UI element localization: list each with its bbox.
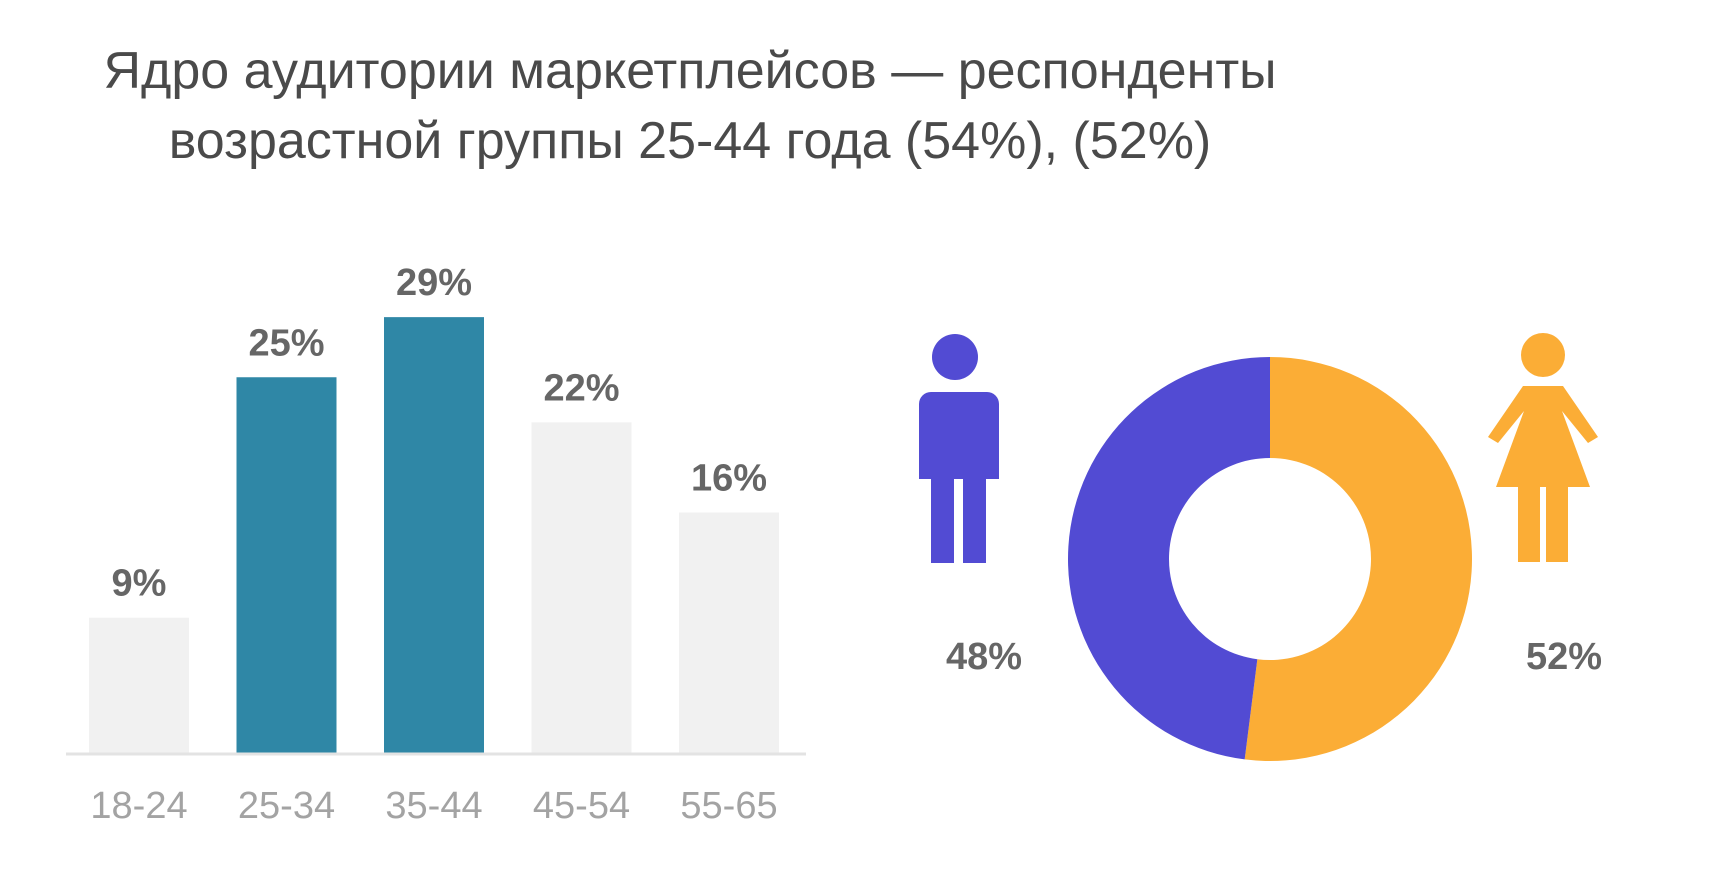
- x-tick-label: 55-65: [680, 785, 777, 827]
- female-percent-label: 52%: [1526, 636, 1602, 678]
- male-figure-icon: [919, 334, 999, 563]
- bar-45-54: [531, 422, 632, 753]
- x-tick-label: 45-54: [533, 785, 630, 827]
- female-figure-icon: [1488, 333, 1598, 562]
- bar-value-label: 29%: [396, 262, 472, 304]
- x-tick-label: 25-34: [238, 785, 335, 827]
- chart-title-line-2: возрастной группы 25-44 года (54%), (52%…: [168, 112, 1212, 170]
- male-percent-label: 48%: [946, 636, 1022, 678]
- female-slice: [1244, 356, 1473, 762]
- bar-25-34: [236, 377, 337, 753]
- male-slice: [1068, 357, 1270, 760]
- bar-value-label: 9%: [112, 563, 167, 605]
- x-tick-label: 18-24: [90, 785, 187, 827]
- chart-title-line-1: Ядро аудитории маркетплейсов — респонден…: [103, 42, 1277, 100]
- gender-donut-chart: [1068, 356, 1473, 762]
- x-tick-label: 35-44: [385, 785, 482, 827]
- bar-value-label: 22%: [543, 367, 619, 409]
- bar-value-label: 25%: [248, 322, 324, 364]
- chart-title: Ядро аудитории маркетплейсов — респонден…: [0, 36, 1380, 176]
- bar-value-label: 16%: [691, 458, 767, 500]
- bar-35-44: [384, 317, 484, 753]
- age-bar-chart: 9% 18-24 25% 25-34 29% 35-44 22% 45-54 16% 55-65: [89, 262, 779, 827]
- bar-55-65: [679, 512, 779, 753]
- bar-18-24: [89, 617, 189, 753]
